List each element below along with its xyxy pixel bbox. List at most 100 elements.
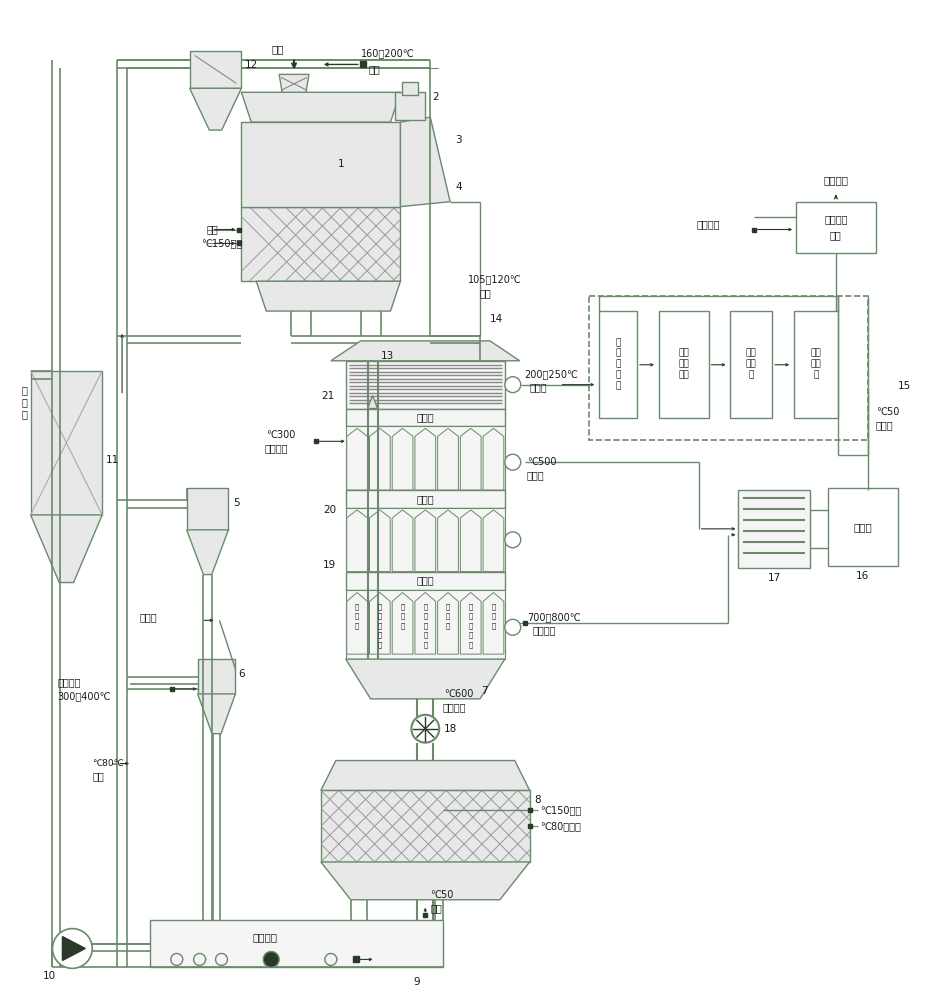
Polygon shape xyxy=(346,659,505,699)
Text: ℃50: ℃50 xyxy=(876,407,899,417)
Text: 4: 4 xyxy=(455,182,462,192)
Text: 化: 化 xyxy=(423,622,428,629)
Text: 200～250℃: 200～250℃ xyxy=(524,369,578,379)
Polygon shape xyxy=(392,428,413,490)
Text: 160～200℃: 160～200℃ xyxy=(360,48,414,58)
Text: 成品焦油: 成品焦油 xyxy=(824,175,848,185)
Text: 高温烟气: 高温烟气 xyxy=(533,625,556,635)
Polygon shape xyxy=(197,694,235,734)
Text: 成品半焦: 成品半焦 xyxy=(252,933,278,943)
Polygon shape xyxy=(461,510,481,572)
Text: 混合室: 混合室 xyxy=(416,494,434,504)
Polygon shape xyxy=(483,428,503,490)
Text: 7: 7 xyxy=(481,686,487,696)
Polygon shape xyxy=(321,862,530,900)
Text: 尘: 尘 xyxy=(615,371,621,380)
Circle shape xyxy=(505,532,520,548)
Text: 低温烟气: 低温烟气 xyxy=(264,443,288,453)
Bar xyxy=(242,122,400,207)
Text: 混合室: 混合室 xyxy=(416,576,434,586)
Text: 300～400℃: 300～400℃ xyxy=(58,691,111,701)
Text: 热: 热 xyxy=(491,613,496,619)
Text: 化: 化 xyxy=(400,613,405,619)
Text: 21: 21 xyxy=(321,391,334,401)
Text: 12: 12 xyxy=(245,60,258,70)
Text: 2: 2 xyxy=(432,92,439,102)
Text: 热: 热 xyxy=(468,632,473,638)
Text: 1: 1 xyxy=(337,159,344,169)
Bar xyxy=(796,202,876,253)
Text: 冷却: 冷却 xyxy=(679,360,689,369)
Circle shape xyxy=(505,619,520,635)
Polygon shape xyxy=(483,510,503,572)
Text: 8: 8 xyxy=(535,795,541,805)
Text: 化: 化 xyxy=(377,622,382,629)
Polygon shape xyxy=(392,510,413,572)
Text: ℃500: ℃500 xyxy=(527,457,556,467)
Polygon shape xyxy=(392,592,413,654)
Polygon shape xyxy=(438,510,459,572)
Text: 9: 9 xyxy=(413,977,420,987)
Text: 105～120℃: 105～120℃ xyxy=(468,274,522,284)
Text: 热: 热 xyxy=(423,632,428,638)
Text: 加压: 加压 xyxy=(811,360,821,369)
Bar xyxy=(402,82,418,95)
Text: 器: 器 xyxy=(615,382,621,391)
Text: 气: 气 xyxy=(615,349,621,358)
Text: 加: 加 xyxy=(491,603,496,610)
Text: 加: 加 xyxy=(377,603,382,610)
Bar xyxy=(346,572,505,589)
Text: 11: 11 xyxy=(106,455,119,465)
Polygon shape xyxy=(483,592,503,654)
Circle shape xyxy=(264,951,279,967)
Circle shape xyxy=(52,929,92,968)
Bar xyxy=(30,371,102,515)
Text: 煤: 煤 xyxy=(22,398,27,408)
Bar xyxy=(346,361,505,409)
Bar xyxy=(321,790,530,862)
Bar xyxy=(346,409,505,426)
Bar xyxy=(731,311,773,418)
Polygon shape xyxy=(370,510,391,572)
Polygon shape xyxy=(461,428,481,490)
Text: 化: 化 xyxy=(468,622,473,629)
Text: 干燥: 干燥 xyxy=(480,288,492,298)
Text: 碳: 碳 xyxy=(423,613,428,619)
Text: 冷水: 冷水 xyxy=(207,225,218,235)
Polygon shape xyxy=(242,92,400,122)
Text: 器: 器 xyxy=(749,371,754,380)
Text: 10: 10 xyxy=(43,971,56,981)
Circle shape xyxy=(325,953,337,965)
Polygon shape xyxy=(415,510,436,572)
Text: 热: 热 xyxy=(355,613,359,619)
Text: 3: 3 xyxy=(455,135,462,145)
Text: 高温氮气: 高温氮气 xyxy=(58,677,81,687)
Text: 碳: 碳 xyxy=(400,603,405,610)
Polygon shape xyxy=(370,592,391,654)
Text: 氮气: 氮气 xyxy=(369,64,380,74)
Polygon shape xyxy=(347,428,368,490)
Circle shape xyxy=(505,377,520,393)
Text: 碳: 碳 xyxy=(468,613,473,619)
Text: 13: 13 xyxy=(380,351,393,361)
Text: 原煤: 原煤 xyxy=(271,45,283,55)
Text: 14: 14 xyxy=(490,314,503,324)
Polygon shape xyxy=(368,396,377,409)
Text: 高温半焦: 高温半焦 xyxy=(442,702,465,712)
Polygon shape xyxy=(30,515,102,583)
Polygon shape xyxy=(400,117,450,207)
Text: 19: 19 xyxy=(323,560,337,570)
Polygon shape xyxy=(347,510,368,572)
Text: ℃80除盐水: ℃80除盐水 xyxy=(539,821,580,831)
Text: 16: 16 xyxy=(856,571,869,581)
Text: 室: 室 xyxy=(491,622,496,629)
Text: 化: 化 xyxy=(446,613,450,619)
Text: 5: 5 xyxy=(233,498,240,508)
Text: ℃50: ℃50 xyxy=(430,890,454,900)
Text: 氮气: 氮气 xyxy=(430,903,442,913)
Polygon shape xyxy=(63,937,85,960)
Text: 6: 6 xyxy=(238,669,245,679)
Bar xyxy=(346,490,505,508)
Text: ℃150热水: ℃150热水 xyxy=(539,805,581,815)
Text: 装置: 装置 xyxy=(679,371,689,380)
